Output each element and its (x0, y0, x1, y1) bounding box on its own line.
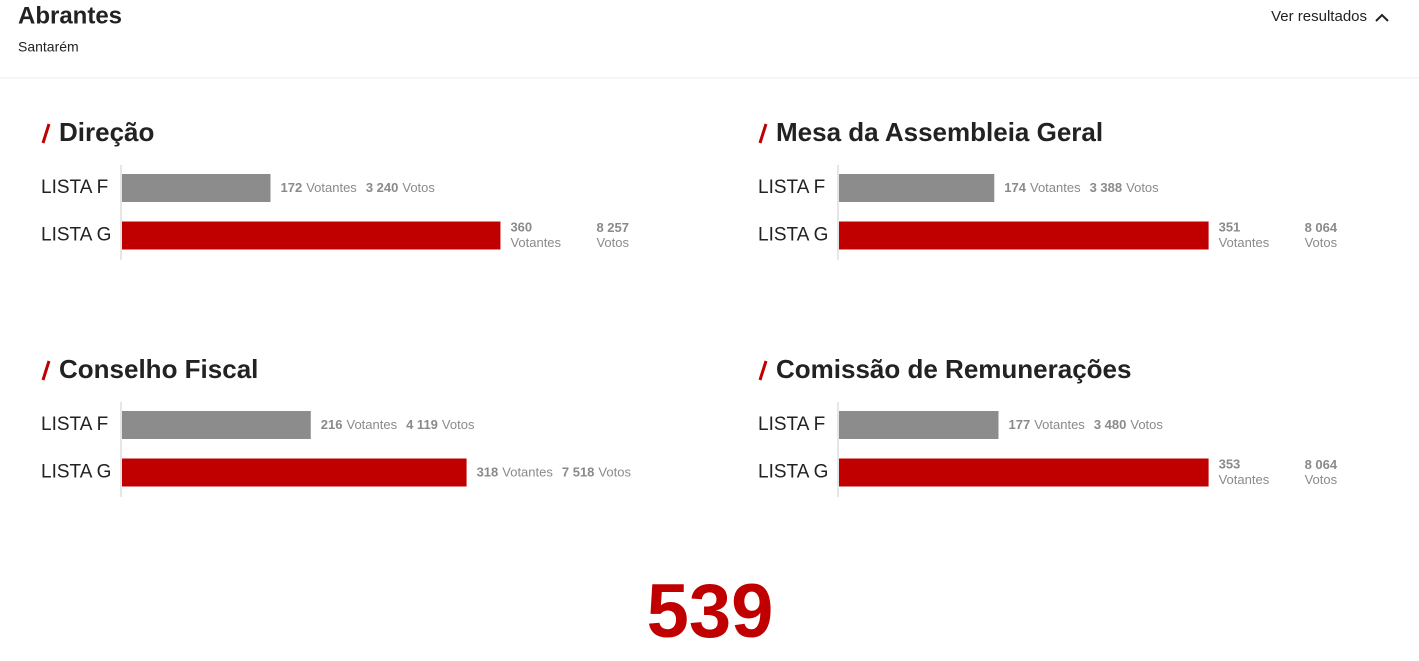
votos-unit: Votos (1305, 472, 1338, 487)
votantes-unit: Votantes (510, 235, 561, 250)
chart-title: Direção (59, 117, 154, 147)
category-label: LISTA F (41, 177, 108, 198)
bar (122, 458, 467, 487)
votos-unit: Votos (442, 417, 475, 432)
votantes-value: 172 (281, 180, 303, 195)
votantes-label: 360 (510, 220, 532, 235)
votantes-value: 216 (321, 417, 343, 432)
chart-title: Mesa da Assembleia Geral (776, 117, 1103, 147)
slash (758, 360, 768, 381)
bar (839, 174, 995, 202)
chart-title: Comissão de Remunerações (776, 354, 1131, 384)
votantes-value: 318 (477, 465, 499, 480)
category-label: LISTA G (758, 225, 828, 246)
votos-value: 3 480 (1094, 417, 1127, 432)
votantes-label: 351 (1219, 220, 1241, 235)
value-label: 216 Votantes 4 119 Votos (321, 417, 475, 432)
category-label: LISTA F (758, 177, 825, 198)
votantes-value: 353 (1219, 457, 1241, 472)
value-label: 318 Votantes 7 518 Votos (477, 465, 632, 480)
votantes-unit: Votantes (1219, 235, 1270, 250)
votantes-unit: Votantes (346, 417, 397, 432)
slash (41, 360, 51, 381)
bar (122, 411, 311, 439)
votantes-unit: Votantes (1219, 472, 1270, 487)
toggle-button[interactable]: Ver resultados (1271, 8, 1389, 25)
votos-unit: Votos (596, 235, 629, 250)
place-subtitle: Santarém (18, 39, 79, 55)
category-label: LISTA G (41, 462, 111, 483)
place-title: Abrantes (18, 2, 122, 29)
bar (122, 221, 501, 250)
total: 539 (647, 569, 774, 654)
bar (839, 411, 999, 439)
bar (839, 221, 1209, 250)
chart-title: Conselho Fiscal (59, 354, 258, 384)
votos-value: 4 119 (406, 417, 438, 432)
votos-value: 3 240 (366, 180, 399, 195)
votos-value: 7 518 (562, 465, 595, 480)
value-label: 177 Votantes 3 480 Votos (1009, 417, 1164, 432)
value-label: 172 Votantes 3 240 Votos (281, 180, 436, 195)
votos-value: 8 257 (596, 220, 629, 235)
votantes-label: 353 (1219, 457, 1241, 472)
votantes-value: 177 (1009, 417, 1031, 432)
votantes-unit: Votantes (1030, 180, 1081, 195)
chevron-up[interactable] (1375, 13, 1389, 22)
toggle-label[interactable]: Ver resultados (1271, 8, 1367, 25)
votos-unit: Votos (1130, 417, 1163, 432)
votos-unit: Votos (1305, 235, 1338, 250)
votantes-value: 174 (1004, 180, 1026, 195)
slash (758, 123, 768, 144)
category-label: LISTA G (758, 462, 828, 483)
votantes-unit: Votantes (306, 180, 357, 195)
value-label: 174 Votantes 3 388 Votos (1004, 180, 1159, 195)
votos-value: 3 388 (1090, 180, 1123, 195)
votantes-unit: Votantes (1034, 417, 1085, 432)
category-label: LISTA F (758, 414, 825, 435)
category-label: LISTA F (41, 414, 108, 435)
slash (41, 123, 51, 144)
votantes-value: 351 (1219, 220, 1241, 235)
votos-unit: Votos (402, 180, 435, 195)
votos-unit: Votos (598, 465, 631, 480)
category-label: LISTA G (41, 225, 111, 246)
votantes-unit: Votantes (502, 465, 553, 480)
bar (839, 458, 1209, 487)
votos-value: 8 064 (1305, 457, 1338, 472)
votantes-value: 360 (510, 220, 532, 235)
votos-value: 8 064 (1305, 220, 1338, 235)
bar (122, 174, 271, 202)
votos-unit: Votos (1126, 180, 1159, 195)
